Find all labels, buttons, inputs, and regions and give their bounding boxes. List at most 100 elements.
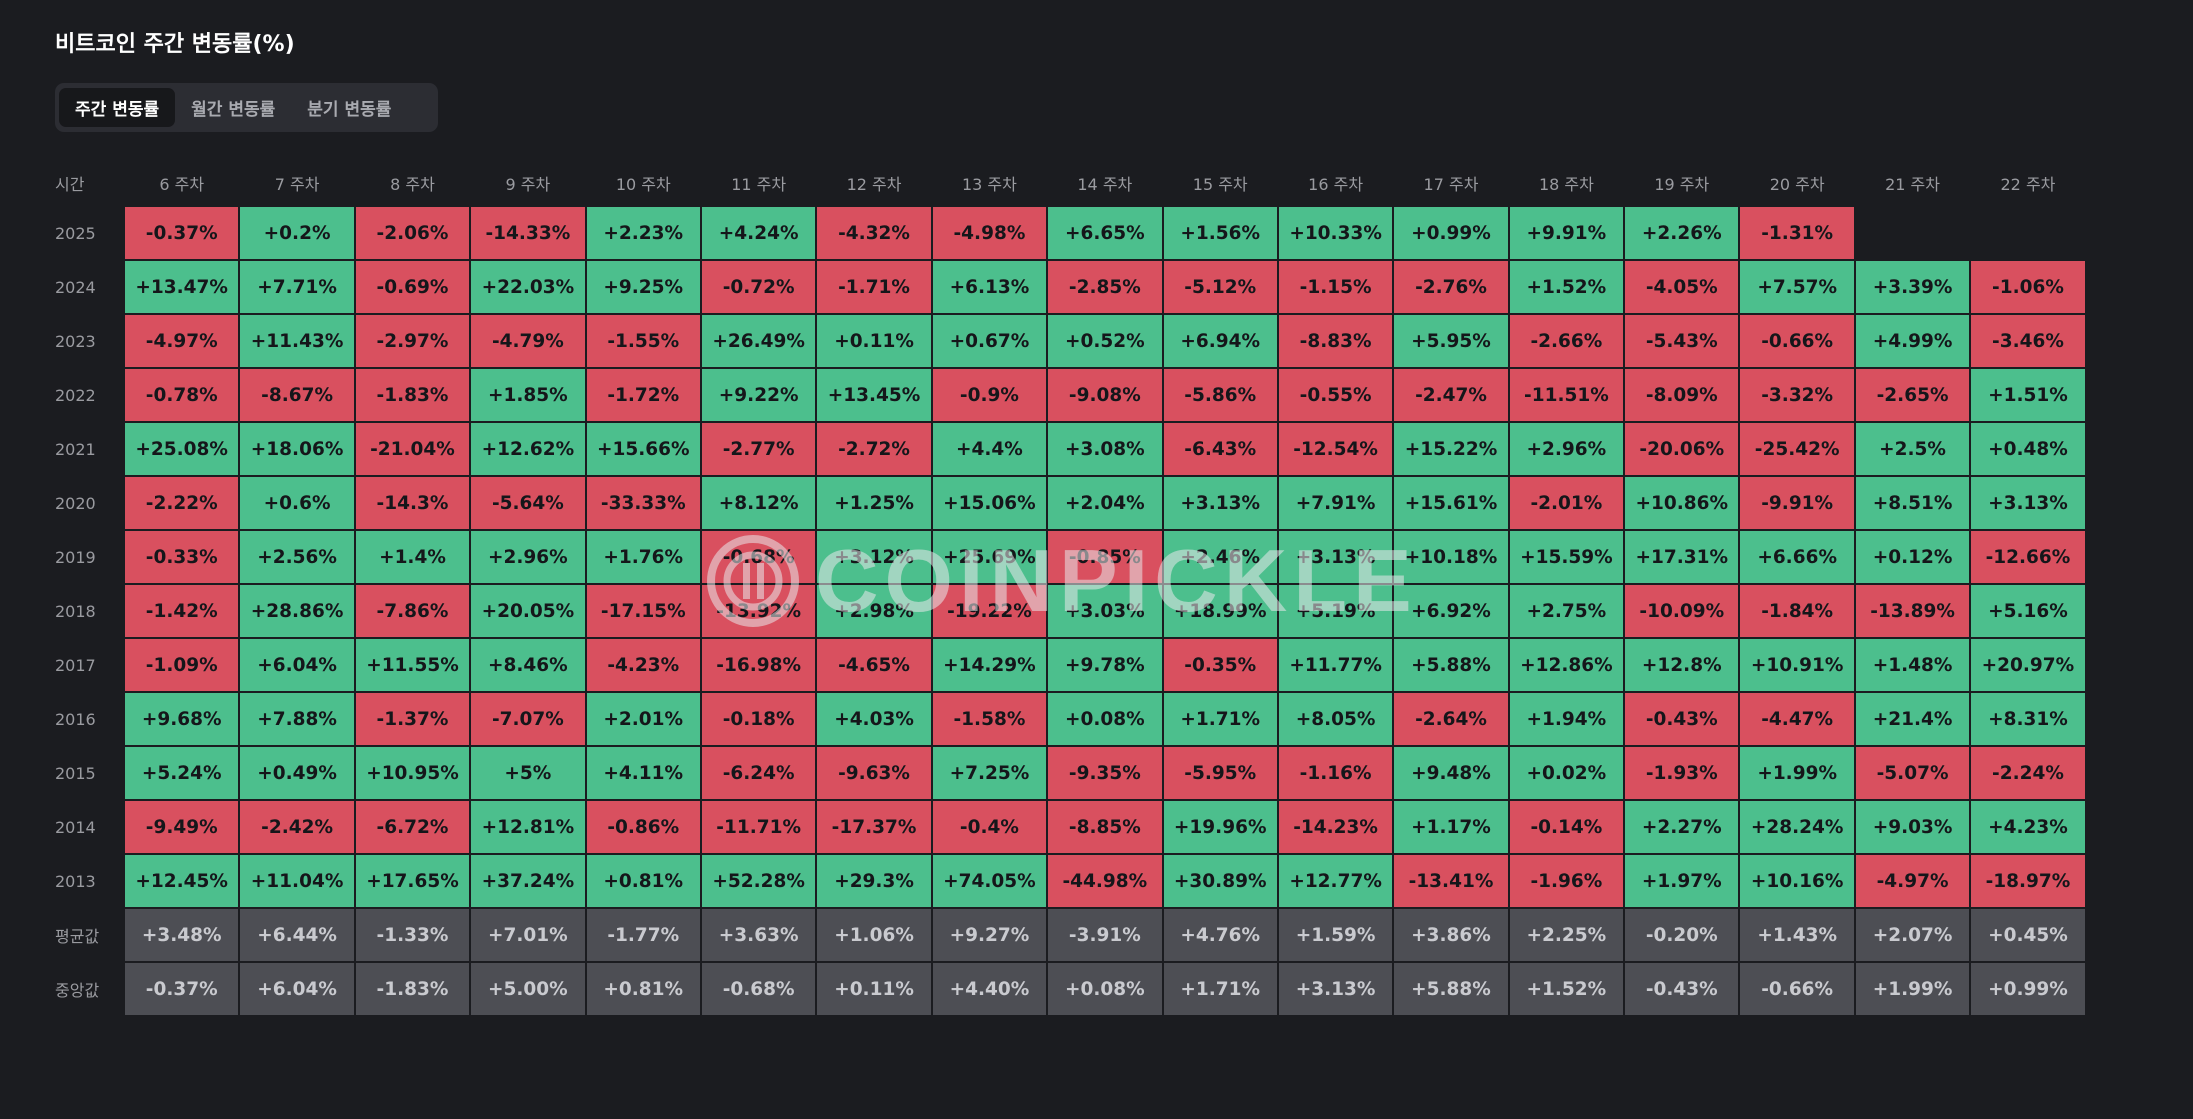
- return-cell: +26.49%: [700, 314, 817, 368]
- stat-cell: +3.48%: [124, 908, 240, 962]
- year-label: 2018: [55, 601, 96, 621]
- return-cell: -14.33%: [470, 206, 586, 260]
- return-cell: [1970, 206, 2086, 260]
- return-cell: +25.69%: [931, 530, 1048, 584]
- return-cell: -4.05%: [1624, 260, 1740, 314]
- return-cell: -44.98%: [1047, 854, 1163, 908]
- year-label: 2025: [55, 223, 96, 243]
- return-cell: +6.66%: [1739, 530, 1855, 584]
- return-cell: +4.03%: [816, 692, 932, 746]
- column-header: 10 주차: [615, 175, 671, 194]
- tab-quarterly[interactable]: 분기 변동률: [307, 100, 392, 120]
- return-cell: -0.37%: [124, 206, 240, 260]
- table-header-row: 시간 6 주차 7 주차 8 주차 9 주차 10 주차 11 주차 12 주차 13 주차 1…: [55, 160, 2086, 206]
- return-cell: -8.83%: [1277, 314, 1394, 368]
- return-cell: +7.88%: [239, 692, 355, 746]
- return-cell: -1.16%: [1277, 746, 1394, 800]
- return-cell: -2.97%: [354, 314, 471, 368]
- return-cell: -0.35%: [1162, 638, 1278, 692]
- return-cell: -8.67%: [239, 368, 355, 422]
- return-cell: +1.17%: [1393, 800, 1509, 854]
- return-cell: +11.04%: [239, 854, 355, 908]
- return-cell: +3.08%: [1047, 422, 1163, 476]
- column-header: 7 주차: [274, 175, 320, 194]
- return-cell: +15.59%: [1508, 530, 1625, 584]
- table-row: 2023 -4.97% +11.43% -2.97% -4.79% -1.55% +26.4…: [55, 314, 2086, 368]
- column-header: 16 주차: [1308, 175, 1364, 194]
- stat-cell: +7.01%: [470, 908, 586, 962]
- corner-label: 시간: [55, 175, 85, 194]
- return-cell: -0.72%: [700, 260, 817, 314]
- return-cell: -5.95%: [1162, 746, 1278, 800]
- return-cell: +1.76%: [585, 530, 701, 584]
- table-row: 2015 +5.24% +0.49% +10.95% +5% +4.11% -6.24% -9…: [55, 746, 2086, 800]
- return-cell: +0.08%: [1047, 692, 1163, 746]
- return-cell: +3.39%: [1854, 260, 1971, 314]
- return-cell: +19.96%: [1162, 800, 1278, 854]
- return-cell: -2.06%: [354, 206, 471, 260]
- stat-cell: +1.52%: [1508, 962, 1625, 1016]
- return-cell: +1.85%: [470, 368, 586, 422]
- stat-cell: +1.71%: [1162, 962, 1278, 1016]
- year-label: 2016: [55, 709, 96, 729]
- year-label: 2024: [55, 277, 96, 297]
- column-header: 15 주차: [1192, 175, 1248, 194]
- stat-cell: +6.04%: [239, 962, 355, 1016]
- return-cell: +0.02%: [1508, 746, 1625, 800]
- return-cell: +3.13%: [1970, 476, 2086, 530]
- return-cell: -0.9%: [931, 368, 1048, 422]
- return-cell: +11.77%: [1277, 638, 1394, 692]
- stat-row: 중앙값 -0.37% +6.04% -1.83% +5.00% +0.81% -0.68% +…: [55, 962, 2086, 1016]
- stat-cell: -3.91%: [1047, 908, 1163, 962]
- return-cell: -2.65%: [1854, 368, 1971, 422]
- return-cell: -5.86%: [1162, 368, 1278, 422]
- return-cell: -1.15%: [1277, 260, 1394, 314]
- return-cell: -0.33%: [124, 530, 240, 584]
- year-label: 2015: [55, 763, 96, 783]
- return-cell: -4.65%: [816, 638, 932, 692]
- return-cell: +0.11%: [816, 314, 932, 368]
- return-cell: +17.65%: [354, 854, 471, 908]
- table-row: 2018 -1.42% +28.86% -7.86% +20.05% -17.15% -13…: [55, 584, 2086, 638]
- return-cell: +20.05%: [470, 584, 586, 638]
- return-cell: -8.09%: [1624, 368, 1740, 422]
- return-cell: +18.99%: [1162, 584, 1278, 638]
- return-cell: -1.83%: [354, 368, 471, 422]
- return-cell: +8.05%: [1277, 692, 1394, 746]
- return-cell: -1.84%: [1739, 584, 1855, 638]
- return-cell: +1.25%: [816, 476, 932, 530]
- return-cell: +15.61%: [1393, 476, 1509, 530]
- return-cell: +12.45%: [124, 854, 240, 908]
- return-cell: +11.43%: [239, 314, 355, 368]
- return-cell: +18.06%: [239, 422, 355, 476]
- return-cell: +3.12%: [816, 530, 932, 584]
- return-cell: +8.31%: [1970, 692, 2086, 746]
- return-cell: -0.69%: [354, 260, 471, 314]
- return-cell: +37.24%: [470, 854, 586, 908]
- return-cell: -5.12%: [1162, 260, 1278, 314]
- return-cell: -6.43%: [1162, 422, 1278, 476]
- return-cell: +29.3%: [816, 854, 932, 908]
- return-cell: +4.24%: [700, 206, 817, 260]
- return-cell: +6.65%: [1047, 206, 1163, 260]
- return-cell: +7.91%: [1277, 476, 1394, 530]
- return-cell: +0.52%: [1047, 314, 1163, 368]
- tab-weekly[interactable]: 주간 변동률: [59, 88, 176, 127]
- return-cell: +1.56%: [1162, 206, 1278, 260]
- stat-cell: +1.59%: [1277, 908, 1394, 962]
- return-cell: +8.51%: [1854, 476, 1971, 530]
- return-cell: +2.5%: [1854, 422, 1971, 476]
- return-cell: -0.55%: [1277, 368, 1394, 422]
- return-cell: -1.58%: [931, 692, 1048, 746]
- return-cell: +0.12%: [1854, 530, 1971, 584]
- tab-monthly[interactable]: 월간 변동률: [191, 100, 276, 120]
- return-cell: -1.55%: [585, 314, 701, 368]
- table-row: 2016 +9.68% +7.88% -1.37% -7.07% +2.01% -0.18%…: [55, 692, 2086, 746]
- table-row: 2025 -0.37% +0.2% -2.06% -14.33% +2.23% +4.24%…: [55, 206, 2086, 260]
- return-cell: +12.62%: [470, 422, 586, 476]
- column-header: 19 주차: [1654, 175, 1710, 194]
- return-cell: +52.28%: [700, 854, 817, 908]
- return-cell: -18.97%: [1970, 854, 2086, 908]
- return-cell: +9.25%: [585, 260, 701, 314]
- return-cell: +1.51%: [1970, 368, 2086, 422]
